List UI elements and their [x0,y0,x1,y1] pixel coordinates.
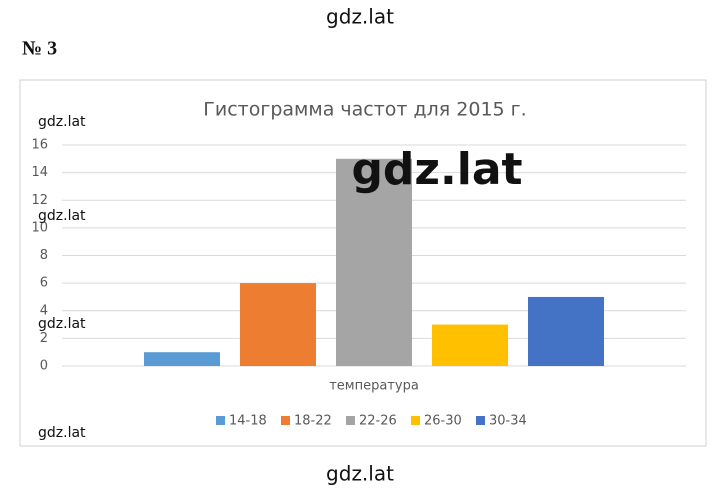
problem-number: № 3 [22,38,57,60]
y-tick-label: 0 [40,359,48,374]
chart-title: Гистограмма частот для 2015 г. [203,99,526,121]
y-tick-label: 14 [31,165,48,180]
legend-label: 18-22 [294,414,332,429]
bar [432,324,508,366]
bar [240,283,316,366]
watermarks: gdz.lat gdz.lat gdz.lat gdz.lat gdz.lat … [38,114,523,486]
watermark: gdz.lat [38,114,86,130]
legend-marker [281,416,290,425]
watermark: gdz.lat [326,462,394,486]
bar [336,158,412,366]
legend-marker [476,416,485,425]
watermark: gdz.lat [38,316,86,332]
legend-label: 14-18 [229,414,267,429]
legend-marker [346,416,355,425]
y-tick-label: 16 [31,138,48,153]
y-tick-label: 8 [40,248,48,263]
watermark: gdz.lat [38,208,86,224]
plot: 0 2 4 6 8 10 12 14 16 14-18 18-22 22-26 26-30 30-34 [31,138,686,429]
y-tick-label: 12 [31,193,48,208]
y-tick-label: 6 [40,276,48,291]
legend-label: 22-26 [359,414,397,429]
bar [144,352,220,366]
y-tick-label: 4 [40,303,48,318]
y-tick-label: 10 [31,220,48,235]
legend-marker [216,416,225,425]
legend-label: 26-30 [424,414,462,429]
x-axis-label: температура [329,379,419,394]
watermark: gdz.lat [351,144,522,195]
watermark: gdz.lat [326,5,394,29]
bar [528,296,604,366]
legend-label: 30-34 [489,414,527,429]
y-tick-label: 2 [40,331,48,346]
watermark: gdz.lat [38,425,86,441]
legend-marker [411,416,420,425]
